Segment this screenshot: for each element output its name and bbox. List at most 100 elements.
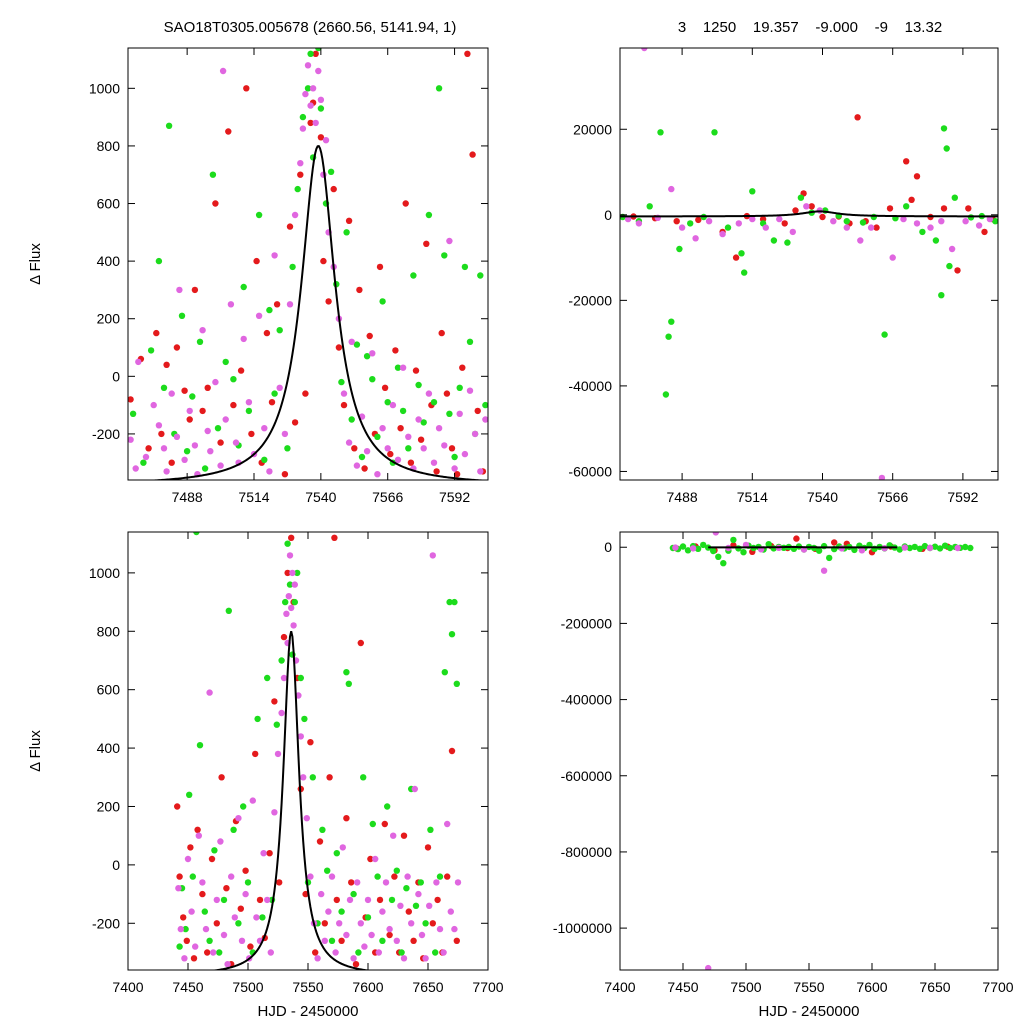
data-point-magenta [204, 427, 211, 435]
data-point-green [694, 545, 702, 552]
data-point-red [357, 639, 364, 647]
data-point-green [456, 384, 463, 391]
y-tick-label: -40000 [568, 378, 612, 394]
data-point-red [381, 820, 388, 828]
data-point-red [424, 844, 432, 851]
x-axis-label: HJD - 2450000 [759, 1003, 860, 1020]
data-point-green [730, 536, 737, 544]
data-point-magenta [271, 809, 278, 816]
data-point-green [967, 544, 974, 552]
data-point-magenta [986, 215, 994, 223]
data-point-green [427, 826, 434, 833]
data-point-magenta [291, 581, 298, 588]
data-point-red [297, 171, 304, 178]
data-point-magenta [160, 445, 168, 452]
data-point-red [243, 85, 250, 92]
data-point-magenta [962, 218, 969, 225]
data-point-red [199, 407, 206, 415]
data-point-green [353, 341, 361, 348]
data-point-red [312, 949, 319, 956]
data-point-magenta [867, 224, 875, 231]
data-point-magenta [382, 879, 390, 886]
data-point-magenta [712, 532, 719, 536]
data-point-magenta [280, 674, 288, 682]
x-tick-label: 7700 [982, 979, 1013, 995]
plot-frame [127, 531, 489, 971]
data-point-red [376, 263, 384, 271]
x-tick-label: 7566 [877, 489, 908, 505]
data-point-red [253, 257, 260, 265]
data-point-magenta [749, 215, 756, 223]
data-point-red [819, 213, 826, 221]
x-tick-label: 7540 [807, 489, 838, 505]
data-point-magenta [228, 873, 235, 880]
data-point-red [284, 569, 291, 577]
data-point-green [962, 543, 969, 551]
y-tick-label: 0 [112, 857, 120, 873]
data-point-magenta [405, 433, 412, 440]
data-point-green [189, 393, 196, 400]
data-point-red [316, 838, 324, 845]
data-point-magenta [858, 547, 866, 554]
data-point-green [244, 879, 252, 886]
data-point-magenta [184, 855, 192, 863]
data-point-red [213, 920, 220, 927]
data-point-green [271, 390, 278, 397]
data-point-magenta [948, 245, 956, 253]
data-point-red [326, 774, 333, 781]
data-point-magenta [343, 931, 350, 939]
data-point-red [387, 450, 394, 458]
data-point-green [398, 949, 405, 956]
data-point-green [951, 194, 958, 201]
data-point-magenta [389, 401, 397, 409]
data-point-magenta [191, 442, 199, 449]
data-point-red [386, 931, 393, 939]
y-tick-label: 400 [97, 253, 121, 269]
x-tick-label: 7650 [412, 979, 443, 995]
data-point-magenta [364, 896, 372, 904]
data-point-red [271, 698, 278, 705]
data-point-green [881, 331, 888, 338]
y-axis-label: Δ Flux [27, 730, 44, 772]
data-point-green [317, 105, 325, 112]
data-point-red [302, 390, 309, 397]
data-point-magenta [435, 425, 443, 432]
data-point-green [932, 237, 940, 244]
data-point-red [886, 205, 894, 212]
data-point-green [301, 715, 308, 723]
data-point-red [366, 332, 373, 340]
data-point-green [399, 407, 407, 415]
data-point-green [906, 544, 913, 552]
y-tick-label: 800 [97, 138, 121, 154]
data-point-magenta [404, 873, 411, 880]
data-point-green [741, 269, 748, 276]
data-point-magenta [345, 439, 353, 446]
data-point-green [307, 50, 314, 57]
data-point-magenta [302, 90, 309, 98]
data-point-red [217, 439, 224, 446]
data-point-magenta [354, 879, 361, 886]
data-point-magenta [913, 220, 921, 227]
data-point-green [711, 129, 718, 136]
y-tick-label: 600 [97, 196, 121, 212]
data-point-green [225, 607, 232, 614]
data-point-magenta [220, 931, 228, 939]
data-point-magenta [135, 358, 142, 366]
data-point-red [453, 471, 461, 478]
data-point-green [451, 598, 458, 606]
data-point-magenta [267, 949, 274, 956]
plot-frame [619, 531, 999, 971]
data-point-magenta [975, 222, 983, 229]
data-point-green [343, 229, 350, 236]
data-point-green [911, 543, 918, 551]
data-point-magenta [181, 456, 188, 463]
data-point-magenta [927, 224, 934, 231]
data-point-magenta [317, 96, 325, 104]
x-tick-label: 7600 [352, 979, 383, 995]
data-point-magenta [240, 335, 247, 343]
data-point-magenta [938, 218, 945, 225]
x-tick-label: 7400 [112, 979, 143, 995]
data-point-magenta [425, 390, 433, 397]
x-tick-label: 7600 [856, 979, 887, 995]
data-point-magenta [271, 252, 278, 259]
